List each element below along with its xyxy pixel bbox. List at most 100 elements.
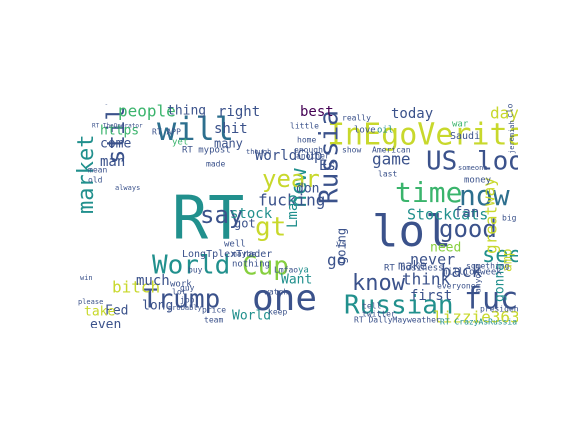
word-always: always xyxy=(115,184,140,192)
word-something: something xyxy=(466,262,510,271)
word-longtplextrader: LongTplexTrader xyxy=(182,249,272,260)
word-rt-dallymayweather: RT DallyMayweather xyxy=(354,316,441,325)
word-little: little xyxy=(290,122,319,131)
word-trump: Trump xyxy=(142,285,220,315)
word-rt-business: RT business xyxy=(384,264,444,274)
word-show: show xyxy=(342,146,361,155)
word-week: week xyxy=(480,268,502,278)
word-love: love xyxy=(354,126,376,136)
word-man: man xyxy=(100,154,125,170)
word-american: American xyxy=(372,146,411,155)
word-old: old xyxy=(88,176,103,185)
word-tell: tell xyxy=(362,302,381,311)
word-oil: oil xyxy=(377,126,393,136)
word-fuck: fuck xyxy=(464,282,518,317)
word-mean: mean xyxy=(88,166,107,175)
word-think: think xyxy=(402,270,451,289)
word-people: people xyxy=(118,104,176,121)
word-well: well xyxy=(224,240,246,250)
word-stockcats: StockCats xyxy=(407,206,488,224)
word-need: need xyxy=(430,241,461,256)
word-will: will xyxy=(157,110,234,148)
word-win: win xyxy=(80,274,93,282)
word-back: back xyxy=(441,262,482,282)
word-lmao: Lmao xyxy=(285,194,301,228)
word-fucking: fucking xyxy=(258,191,325,210)
word-inegoveritas: InEgoVeritas xyxy=(327,118,518,153)
word-see: see xyxy=(482,243,518,268)
word-go: go xyxy=(327,251,346,270)
word-worldcup: WorldCup xyxy=(255,148,322,164)
word-job: job xyxy=(180,296,195,305)
word-probably: probably xyxy=(168,304,202,312)
word-today: today xyxy=(391,106,433,122)
word-gt: gt xyxy=(255,213,286,243)
word-nothing: nothing xyxy=(232,260,270,270)
word-though: though xyxy=(246,148,271,156)
word-home: home xyxy=(297,136,316,145)
word-time: time xyxy=(395,176,462,209)
word-another: another xyxy=(296,152,330,161)
word-day: day xyxy=(490,104,518,123)
word-thing: thing xyxy=(167,104,206,119)
word-guy: guy xyxy=(180,284,195,293)
word-stock: stock xyxy=(230,206,273,222)
word-world: World xyxy=(152,251,230,281)
word-rt: RT xyxy=(172,184,244,254)
word-shit: shit xyxy=(214,121,248,137)
word-war: war xyxy=(452,120,469,130)
word-best: best xyxy=(300,104,334,120)
word-russia: Russia xyxy=(315,110,345,204)
word-lmfao: Lmfao xyxy=(274,266,298,275)
word-yet: yet xyxy=(172,138,188,148)
word-first: first xyxy=(410,288,452,304)
word-good: good xyxy=(439,215,497,243)
word-make: make xyxy=(398,259,427,273)
word-going: going xyxy=(335,228,349,264)
word-jeremiah: jeremiah xyxy=(508,120,516,154)
word-say: say xyxy=(200,201,243,229)
word-cup: Cup xyxy=(242,252,289,282)
word-keep: keep xyxy=(268,308,287,317)
word-much: much xyxy=(136,273,170,289)
word-new: new xyxy=(287,168,312,208)
word-watch: watch xyxy=(264,288,288,297)
word-got: got xyxy=(234,217,256,231)
word-never: never xyxy=(410,251,455,269)
word-amp: amp xyxy=(501,248,516,272)
word-price: price xyxy=(202,306,226,315)
word-cloud-canvas: RT InEgoVeritas lol one Trump will Russian fuck… xyxy=(74,104,518,329)
word-please: please xyxy=(78,298,103,306)
word-great: great xyxy=(482,206,501,254)
word-enough: enough xyxy=(294,146,323,155)
word-cloud: RT InEgoVeritas lol one Trump will Russian fuck… xyxy=(72,104,518,328)
word-right: right xyxy=(218,104,260,120)
word-gonna: gonna xyxy=(493,263,508,302)
word-twitter: twitter xyxy=(362,310,396,319)
word-still: still xyxy=(102,104,130,164)
word-know: know xyxy=(352,271,406,296)
word-saudi: Saudi xyxy=(450,131,480,142)
word-really: really xyxy=(342,114,371,123)
word-last: last xyxy=(378,170,397,179)
word-way: way xyxy=(480,177,499,206)
word-lol: lol xyxy=(372,206,451,257)
word-take: take xyxy=(84,305,115,320)
word-https: https xyxy=(100,124,139,139)
word-don: don xyxy=(296,182,319,197)
word-one: one xyxy=(252,278,317,319)
word-look: look xyxy=(477,147,518,177)
word-come: come xyxy=(100,137,131,152)
word-rt-app: RT APP xyxy=(152,128,181,137)
word-world: World xyxy=(232,309,271,324)
word-want: Want xyxy=(281,273,312,288)
word-even: even xyxy=(90,318,121,329)
word-market: market xyxy=(74,135,99,214)
word-buy: buy xyxy=(188,266,203,275)
word-russian: Russian xyxy=(344,291,454,321)
word-million: million xyxy=(442,268,480,278)
word-someone: someone xyxy=(458,164,488,172)
word-year: year xyxy=(262,165,320,193)
word-vs: vs xyxy=(336,240,347,250)
word-game: game xyxy=(372,150,411,169)
